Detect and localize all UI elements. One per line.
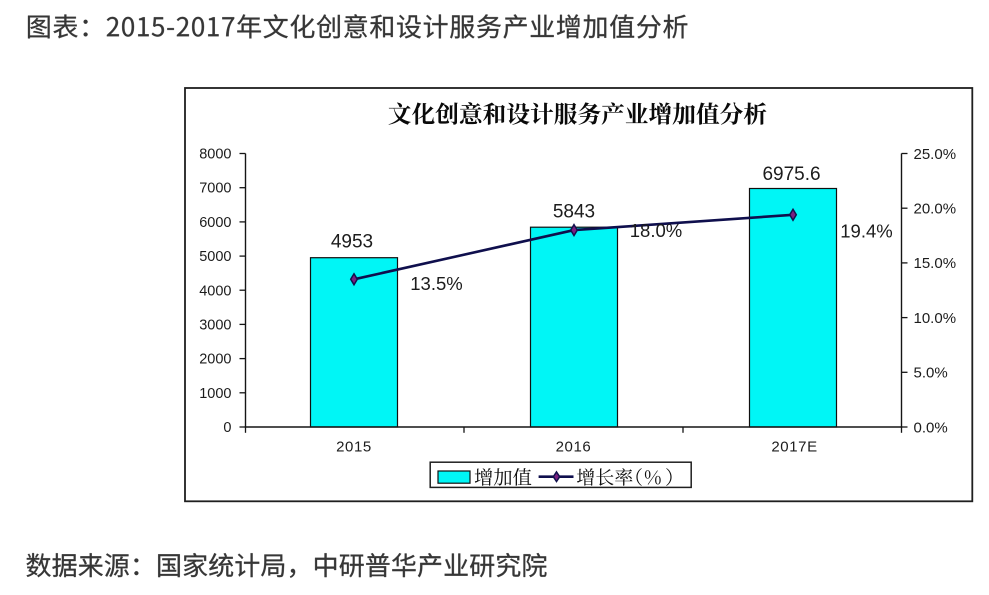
svg-text:5843: 5843 [553,202,595,223]
svg-text:0.0%: 0.0% [914,419,948,436]
svg-text:7000: 7000 [199,181,231,197]
svg-text:15.0%: 15.0% [914,255,957,272]
svg-text:1000: 1000 [199,386,231,402]
svg-text:5000: 5000 [199,249,231,265]
svg-text:0: 0 [223,420,231,436]
svg-text:5.0%: 5.0% [914,365,948,382]
svg-text:10.0%: 10.0% [914,310,957,327]
svg-text:20.0%: 20.0% [914,201,957,218]
svg-text:19.4%: 19.4% [840,221,892,242]
svg-text:2015: 2015 [336,439,372,456]
svg-text:2017E: 2017E [771,439,817,456]
svg-text:18.0%: 18.0% [630,220,682,241]
svg-text:6975.6: 6975.6 [762,164,820,185]
svg-text:2016: 2016 [556,439,592,456]
svg-text:25.0%: 25.0% [914,146,957,163]
svg-text:4000: 4000 [199,283,231,299]
svg-text:8000: 8000 [199,147,231,163]
svg-text:4953: 4953 [331,232,373,253]
svg-text:2000: 2000 [199,352,231,368]
svg-text:13.5%: 13.5% [410,273,462,294]
svg-text:3000: 3000 [199,317,231,333]
svg-text:6000: 6000 [199,215,231,231]
